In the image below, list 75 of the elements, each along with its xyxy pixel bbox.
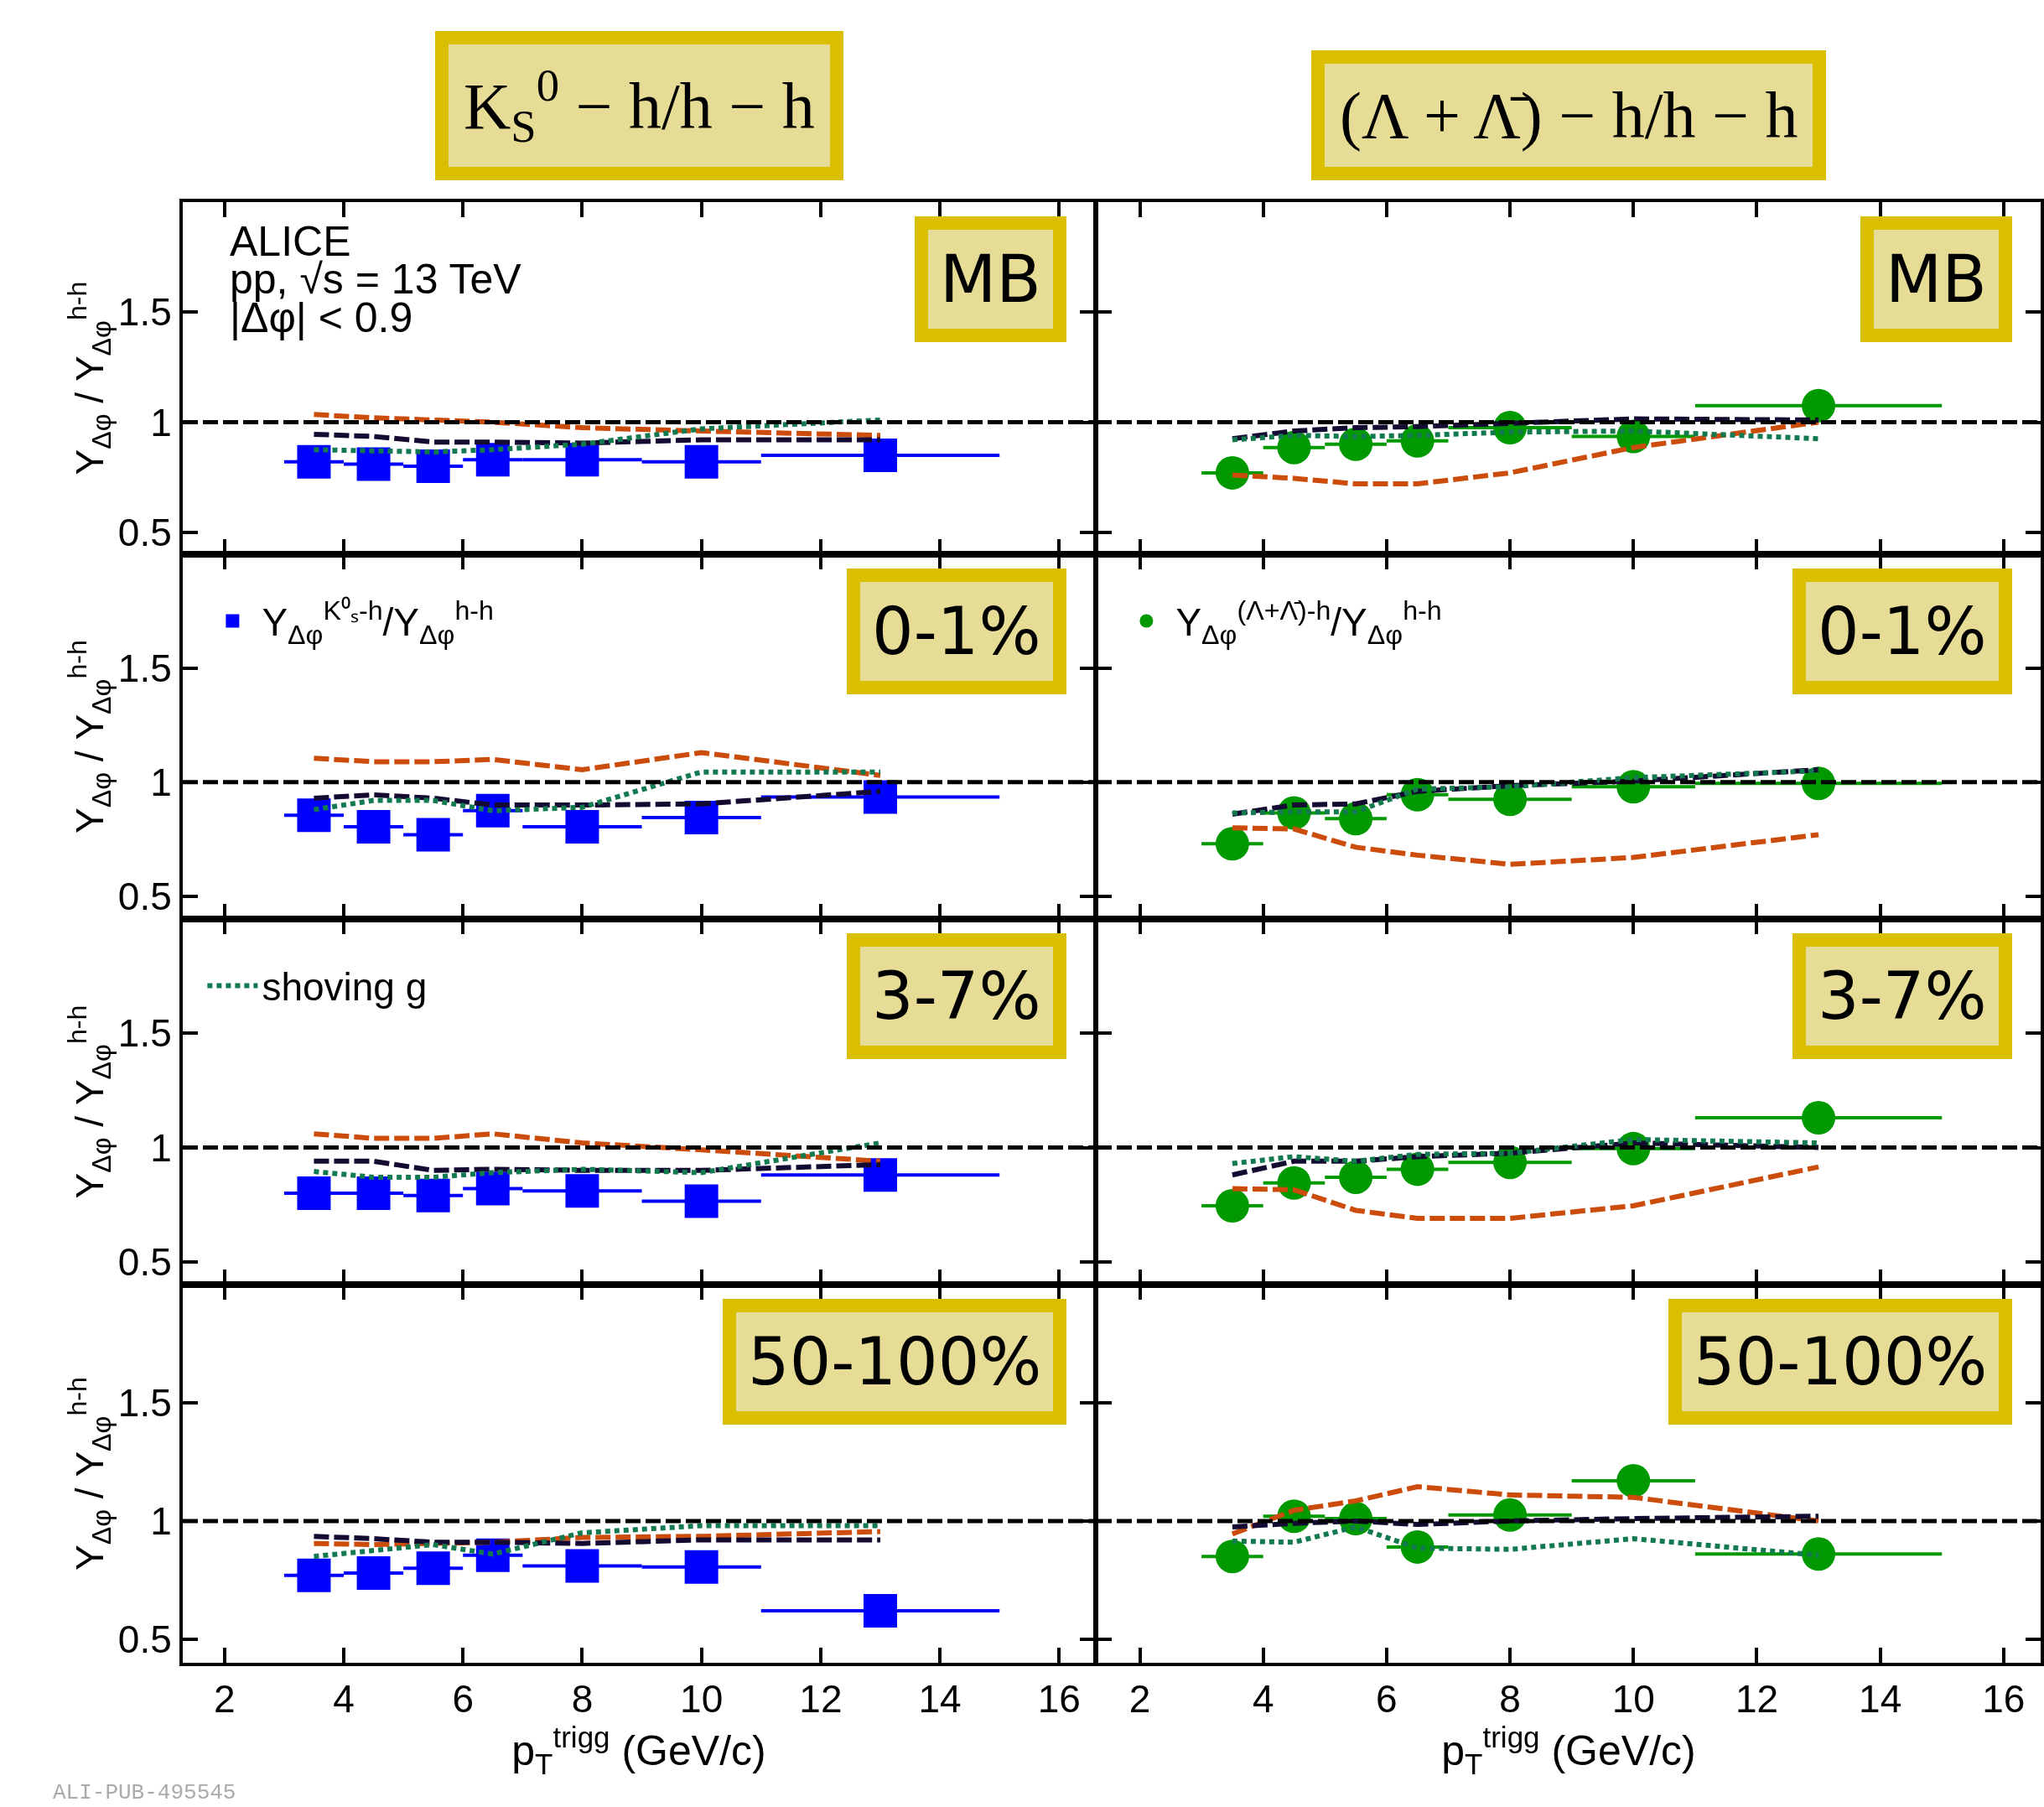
- x-tick-label: 12: [1735, 1677, 1779, 1721]
- point: [1277, 430, 1311, 465]
- point: [864, 438, 897, 472]
- text: MB: [940, 241, 1041, 317]
- point: [1215, 455, 1249, 490]
- x-tick-label: 14: [1859, 1677, 1902, 1721]
- point: [864, 1593, 897, 1628]
- point: [684, 1550, 719, 1584]
- y-tick-label: 0.5: [117, 1239, 172, 1284]
- text: 50-100%: [748, 1324, 1042, 1399]
- point: [864, 1158, 897, 1192]
- point: [475, 1171, 510, 1206]
- x-tick-label: 10: [680, 1677, 724, 1721]
- text: ALI-PUB-495545: [53, 1780, 236, 1805]
- x-tick-label: 8: [571, 1677, 594, 1721]
- y-tick-label: 1: [150, 1498, 172, 1543]
- chart-title: (Λ + Λ̄) − h/h − h: [1340, 79, 1798, 152]
- y-tick-label: 1: [150, 400, 172, 444]
- point: [1215, 827, 1249, 861]
- y-tick-label: 1.5: [117, 1011, 172, 1056]
- x-tick-label: 16: [1037, 1677, 1081, 1721]
- x-tick-label: 6: [452, 1677, 475, 1721]
- y-tick-label: 0.5: [117, 874, 172, 918]
- point: [1215, 1540, 1249, 1574]
- x-axis-title: p$_{T}$$^{trigg}$ (GeV/c): [1441, 1721, 1696, 1780]
- point: [297, 1176, 331, 1210]
- point: [416, 1178, 450, 1212]
- point: [1616, 1463, 1651, 1498]
- y-tick-label: 1.5: [117, 646, 172, 691]
- point: [297, 798, 331, 833]
- text: MB: [1886, 241, 1987, 317]
- x-tick-label: 4: [1252, 1677, 1274, 1721]
- text: 50-100%: [1694, 1324, 1988, 1399]
- point: [565, 1174, 599, 1208]
- chart-title: K$_{S}$$^{0}$ − h/h − h: [464, 60, 815, 153]
- point: [1802, 1101, 1836, 1135]
- x-tick-label: 8: [1499, 1677, 1521, 1721]
- point: [416, 1551, 450, 1586]
- y-tick-label: 1: [150, 760, 172, 804]
- point: [356, 447, 391, 481]
- x-axis-title: p$_{T}$$^{trigg}$ (GeV/c): [511, 1721, 766, 1780]
- x-tick-label: 2: [213, 1677, 236, 1721]
- text: 0-1%: [872, 594, 1041, 669]
- y-tick-label: 1.5: [117, 290, 172, 335]
- text: 3-7%: [1818, 958, 1987, 1034]
- point: [356, 1176, 391, 1210]
- point: [1802, 388, 1836, 423]
- point: [684, 444, 719, 479]
- point: [1339, 1160, 1373, 1194]
- x-tick-label: 2: [1128, 1677, 1151, 1721]
- point: [565, 1549, 599, 1583]
- point: [297, 1558, 331, 1592]
- text: 0-1%: [1818, 594, 1987, 669]
- y-tick-label: 1: [150, 1125, 172, 1170]
- x-tick-label: 6: [1376, 1677, 1398, 1721]
- point: [416, 449, 450, 483]
- x-tick-label: 4: [333, 1677, 355, 1721]
- point: [565, 809, 599, 844]
- point: [356, 1555, 391, 1590]
- legend-label: shoving g: [262, 965, 428, 1010]
- y-tick-label: 0.5: [117, 1617, 172, 1661]
- point: [297, 444, 331, 479]
- x-tick-label: 10: [1611, 1677, 1655, 1721]
- x-tick-label: 12: [799, 1677, 843, 1721]
- point: [1215, 1188, 1249, 1223]
- y-tick-label: 1.5: [117, 1381, 172, 1425]
- point: [684, 1184, 719, 1218]
- x-tick-label: 16: [1982, 1677, 2026, 1721]
- x-tick-label: 14: [918, 1677, 962, 1721]
- point: [565, 443, 599, 477]
- y-tick-label: 0.5: [117, 510, 172, 554]
- point: [416, 818, 450, 852]
- point: [1802, 1537, 1836, 1571]
- point: [356, 809, 391, 844]
- text: 3-7%: [872, 958, 1041, 1034]
